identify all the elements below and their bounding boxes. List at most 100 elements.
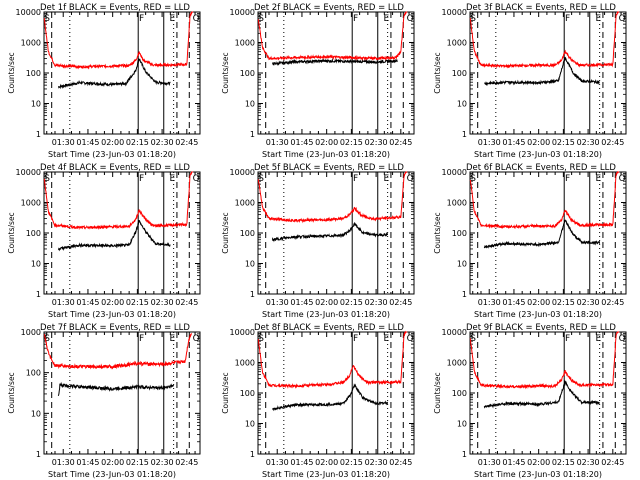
x-tick-label: 01:30 <box>478 458 501 467</box>
y-tick-label: 1000 <box>235 359 255 368</box>
chart-title: Det 4f BLACK = Events, RED = LLD <box>40 163 190 173</box>
y-axis-label: Counts/sec <box>433 212 442 253</box>
y-axis-label: Counts/sec <box>221 212 230 253</box>
marker-label-f: F <box>139 174 144 184</box>
y-tick-label: 100 <box>240 69 255 78</box>
x-tick-label: 01:30 <box>266 138 289 147</box>
chart-panel: Det 6f BLACK = Events, RED = LLD Counts/s… <box>433 163 627 319</box>
x-tick-label: 02:30 <box>151 138 174 147</box>
series-line-lld <box>257 171 408 224</box>
series-line-events <box>484 56 600 86</box>
x-axis-label: Start Time (23-Jun-03 01:18:20) <box>48 150 176 159</box>
y-tick-label: 1 <box>462 130 467 139</box>
x-tick-label: 01:45 <box>290 298 313 307</box>
y-tick-label: 10 <box>31 409 41 418</box>
x-tick-label: 01:30 <box>266 458 289 467</box>
x-tick-label: 02:15 <box>126 298 149 307</box>
x-tick-label: 01:30 <box>52 298 75 307</box>
x-tick-label: 02:45 <box>175 298 198 307</box>
y-tick-label: 1000 <box>21 328 41 337</box>
y-tick-label: 1 <box>36 450 41 459</box>
y-tick-label: 1000 <box>21 199 41 208</box>
series-line-events <box>271 221 389 243</box>
marker-label-e: E <box>596 334 602 344</box>
x-tick-label: 02:30 <box>151 458 174 467</box>
marker-label-s: S <box>470 174 476 184</box>
y-axis-label: Counts/sec <box>433 52 442 93</box>
x-tick-label: 01:45 <box>76 138 99 147</box>
y-tick-label: 10 <box>245 260 255 269</box>
x-tick-label: 02:15 <box>340 138 363 147</box>
marker-label-e: E <box>170 174 176 184</box>
series-line-lld <box>469 11 620 69</box>
marker-label-o: O <box>619 14 626 24</box>
y-axis-label: Counts/sec <box>433 372 442 413</box>
x-axis-label: Start Time (23-Jun-03 01:18:20) <box>262 470 390 479</box>
x-tick-label: 02:15 <box>126 138 149 147</box>
chart-title: Det 8f BLACK = Events, RED = LLD <box>254 323 404 333</box>
y-tick-label: 1000 <box>235 39 255 48</box>
chart-title: Det 9f BLACK = Events, RED = LLD <box>466 323 616 333</box>
y-tick-label: 1 <box>462 450 467 459</box>
x-tick-label: 02:00 <box>101 138 124 147</box>
y-tick-label: 1 <box>250 130 255 139</box>
y-tick-label: 10 <box>31 260 41 269</box>
marker-label-e: E <box>170 334 176 344</box>
x-tick-label: 01:45 <box>290 138 313 147</box>
series-line-events <box>272 383 389 412</box>
marker-label-f: F <box>565 174 570 184</box>
y-tick-label: 100 <box>26 369 41 378</box>
x-tick-label: 02:00 <box>527 298 550 307</box>
marker-label-s: S <box>44 14 50 24</box>
series-line-events <box>483 219 601 249</box>
y-tick-label: 1000 <box>21 39 41 48</box>
x-axis-label: Start Time (23-Jun-03 01:18:20) <box>48 310 176 319</box>
y-tick-label: 100 <box>452 69 467 78</box>
x-tick-label: 01:45 <box>76 458 99 467</box>
x-tick-label: 02:30 <box>365 298 388 307</box>
x-axis-label: Start Time (23-Jun-03 01:18:20) <box>262 150 390 159</box>
x-tick-label: 01:45 <box>502 458 525 467</box>
chart-panel: Det 5f BLACK = Events, RED = LLD Counts/s… <box>221 163 415 319</box>
y-tick-label: 100 <box>26 69 41 78</box>
marker-label-e: E <box>596 174 602 184</box>
y-tick-label: 10000 <box>442 328 467 337</box>
series-line-events <box>57 381 175 396</box>
x-tick-label: 02:45 <box>175 138 198 147</box>
marker-label-f: F <box>139 334 144 344</box>
series-line-lld <box>43 332 192 370</box>
y-tick-label: 10000 <box>230 8 255 17</box>
x-tick-label: 01:30 <box>52 138 75 147</box>
chart-title: Det 3f BLACK = Events, RED = LLD <box>466 3 616 13</box>
series-line-lld <box>43 11 194 70</box>
x-tick-label: 02:00 <box>527 138 550 147</box>
marker-label-s: S <box>44 174 50 184</box>
plot-frame <box>43 331 201 455</box>
marker-label-o: O <box>193 334 200 344</box>
x-tick-label: 02:00 <box>101 298 124 307</box>
chart-panel: Det 9f BLACK = Events, RED = LLD Counts/s… <box>433 323 627 479</box>
y-tick-label: 10000 <box>230 328 255 337</box>
y-tick-label: 100 <box>240 389 255 398</box>
series-line-events <box>58 58 171 90</box>
x-tick-label: 02:45 <box>389 138 412 147</box>
y-tick-label: 10000 <box>230 168 255 177</box>
y-tick-label: 10 <box>245 100 255 109</box>
x-axis-label: Start Time (23-Jun-03 01:18:20) <box>262 310 390 319</box>
chart-title: Det 6f BLACK = Events, RED = LLD <box>466 163 616 173</box>
marker-label-f: F <box>353 334 358 344</box>
y-tick-label: 100 <box>452 229 467 238</box>
marker-label-o: O <box>619 174 626 184</box>
y-axis-label: Counts/sec <box>221 372 230 413</box>
marker-label-s: S <box>470 14 476 24</box>
series-line-lld <box>469 331 620 390</box>
x-tick-label: 01:45 <box>502 298 525 307</box>
x-tick-label: 02:00 <box>315 138 338 147</box>
y-tick-label: 1 <box>36 290 41 299</box>
chart-title: Det 2f BLACK = Events, RED = LLD <box>254 3 404 13</box>
marker-label-f: F <box>565 14 570 24</box>
x-axis-label: Start Time (23-Jun-03 01:18:20) <box>474 150 602 159</box>
y-tick-label: 1000 <box>447 359 467 368</box>
chart-panel: Det 4f BLACK = Events, RED = LLD Counts/s… <box>7 163 201 319</box>
